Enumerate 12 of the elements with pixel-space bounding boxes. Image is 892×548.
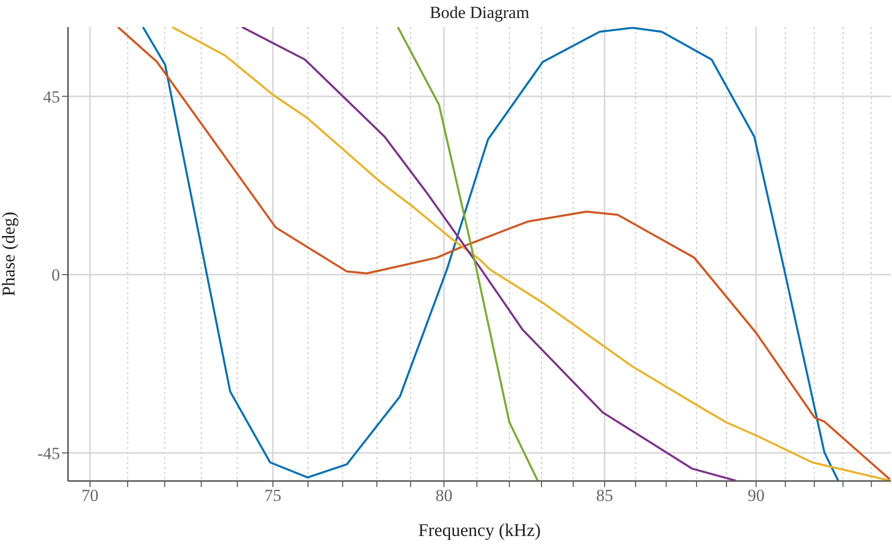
x-tick-label: 75 xyxy=(264,486,282,506)
y-axis-title: Phase (deg) xyxy=(0,212,18,296)
y-tick-label: -45 xyxy=(37,444,60,463)
y-tick-label: 45 xyxy=(43,87,60,106)
y-tick-label: 0 xyxy=(52,266,60,285)
x-axis-title: Frequency (kHz) xyxy=(418,520,541,540)
x-tick-label: 80 xyxy=(435,486,452,506)
line-series xyxy=(396,27,539,481)
chart-title: Bode Diagram xyxy=(428,3,530,23)
x-tick-label: 85 xyxy=(596,486,614,506)
x-tick-label: 90 xyxy=(748,486,765,506)
x-tick-label: 70 xyxy=(82,486,99,506)
